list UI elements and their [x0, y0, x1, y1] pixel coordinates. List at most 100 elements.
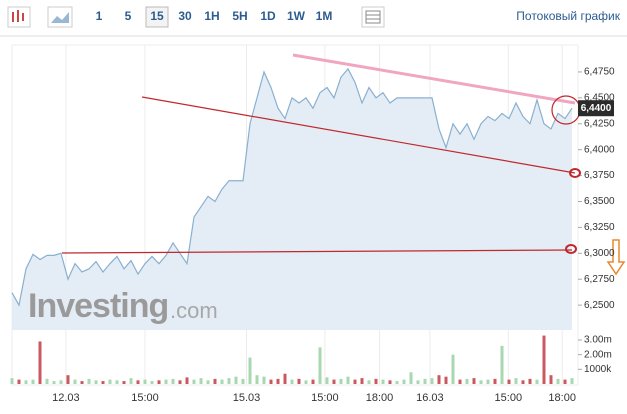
- price-line: [11, 67, 573, 307]
- volume-bar: [388, 380, 392, 384]
- volume-bar: [31, 379, 35, 384]
- volume-bar: [143, 379, 147, 384]
- volume-bar: [367, 380, 371, 384]
- volume-bar: [220, 379, 224, 384]
- y-tick-label: 6,4000: [584, 144, 615, 155]
- interval-button[interactable]: 1D: [260, 9, 276, 23]
- volume-bar: [339, 378, 343, 384]
- volume-bar: [108, 379, 112, 384]
- volume-bar: [87, 378, 91, 384]
- volume-bar: [549, 375, 553, 384]
- volume-bar: [164, 379, 168, 384]
- volume-bar: [10, 378, 14, 384]
- y-tick-label: 6,4500: [584, 92, 615, 103]
- volume-tick-label: 1000k: [584, 364, 612, 375]
- volume-bar: [346, 376, 350, 384]
- interval-button[interactable]: 1: [96, 9, 103, 23]
- y-tick-label: 6,3750: [584, 170, 615, 181]
- volume-bar: [409, 372, 413, 384]
- volume-bar: [374, 378, 378, 384]
- volume-bar: [45, 378, 49, 384]
- horizontal-line[interactable]: [61, 249, 573, 254]
- volume-bar: [248, 357, 252, 384]
- volume-bar: [66, 375, 70, 384]
- volume-bar: [528, 378, 532, 384]
- volume-bar: [276, 378, 280, 384]
- volume-bar: [178, 380, 182, 384]
- interval-button[interactable]: 1H: [204, 9, 219, 23]
- trend-line[interactable]: [292, 53, 576, 105]
- y-tick-label: 6,2750: [584, 274, 615, 285]
- volume-bar: [570, 378, 574, 384]
- volume-bar: [451, 354, 455, 384]
- volume-bar: [101, 381, 105, 384]
- volume-bar: [493, 378, 497, 384]
- trend-line[interactable]: [141, 96, 576, 174]
- volume-bar: [395, 381, 399, 384]
- table-glyph: [365, 10, 381, 24]
- volume-bar: [479, 380, 483, 384]
- volume-bar: [416, 380, 420, 384]
- volume-bar: [115, 380, 119, 384]
- price-area: [12, 68, 572, 330]
- volume-bar: [465, 378, 469, 384]
- volume-bar: [556, 378, 560, 384]
- volume-bar: [241, 378, 245, 384]
- volume-bar: [458, 379, 462, 384]
- volume-bar: [94, 380, 98, 384]
- arrow: [606, 239, 626, 276]
- volume-bar: [59, 380, 63, 384]
- x-tick-label: 15.03: [233, 392, 261, 404]
- volume-bar: [318, 347, 322, 384]
- volume-bar: [521, 380, 525, 384]
- volume-bar: [255, 375, 259, 384]
- volume-bar: [423, 378, 427, 384]
- volume-bar: [402, 379, 406, 384]
- volume-tick-label: 3.00m: [584, 335, 612, 346]
- interval-button[interactable]: 1W: [287, 9, 306, 23]
- volume-tick-label: 2.00m: [584, 349, 612, 360]
- area-glyph: [51, 12, 69, 23]
- y-tick-label: 6,2500: [584, 300, 615, 311]
- selected-frame: [145, 6, 169, 28]
- y-tick-label: 6,4750: [584, 67, 615, 78]
- last-price-tag: [578, 100, 614, 117]
- interval-button[interactable]: 15: [150, 9, 164, 23]
- watermark-brand: Investing: [28, 287, 168, 325]
- x-tick-label: 16.03: [416, 392, 444, 404]
- volume-bar: [563, 379, 567, 384]
- interval-button[interactable]: 5: [125, 9, 132, 23]
- volume-bar: [444, 376, 448, 384]
- volume-bar: [332, 379, 336, 384]
- y-tick-label: 6,3000: [584, 248, 615, 259]
- y-tick-label: 6,3250: [584, 222, 615, 233]
- interval-button[interactable]: 5H: [232, 9, 247, 23]
- volume-bar: [136, 380, 140, 384]
- volume-bar: [199, 378, 203, 384]
- volume-bar: [206, 380, 210, 384]
- table-icon[interactable]: [361, 6, 385, 28]
- volume-bar: [185, 377, 189, 384]
- interval-button[interactable]: 1M: [316, 9, 333, 23]
- volume-bar: [500, 345, 504, 384]
- volume-bar: [227, 378, 231, 384]
- volume-bar: [535, 379, 539, 384]
- volume-bar: [486, 379, 490, 384]
- volume-bar: [297, 378, 301, 384]
- stream-chart[interactable]: Потоковый график: [516, 9, 620, 23]
- volume-bar: [262, 376, 266, 384]
- volume-bar: [437, 375, 441, 384]
- volume-bar: [430, 378, 434, 384]
- interval-button[interactable]: 30: [178, 9, 192, 23]
- candle-glyph: [12, 10, 24, 22]
- volume-bar: [304, 380, 308, 384]
- y-tick-label: 6,3500: [584, 196, 615, 207]
- line-handle[interactable]: [569, 168, 581, 178]
- x-tick-label: 18:00: [548, 392, 576, 404]
- line-handle[interactable]: [565, 244, 577, 254]
- volume-bar: [38, 341, 42, 384]
- x-tick-label: 18:00: [366, 392, 394, 404]
- volume-bar: [283, 373, 287, 384]
- volume-bar: [360, 378, 364, 384]
